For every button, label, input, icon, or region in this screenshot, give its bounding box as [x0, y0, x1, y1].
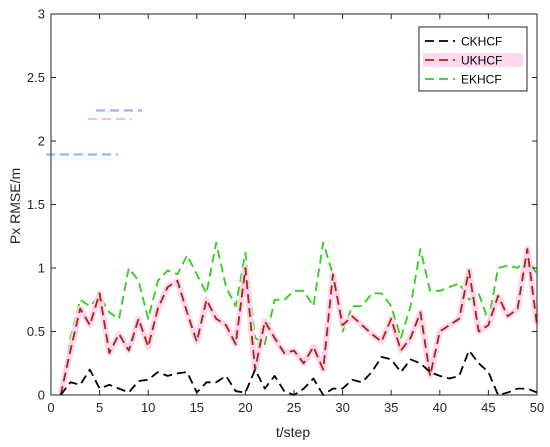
legend: CKHCF UKHCF EKHCF: [418, 26, 528, 92]
series-line-ekhcf: [59, 241, 538, 396]
y-tick-label: 3: [38, 7, 45, 22]
x-tick-label: 5: [96, 400, 103, 415]
x-tick-label: 20: [238, 400, 252, 415]
x-axis-title: t/step: [276, 424, 310, 440]
legend-highlight-ukhcf: [423, 53, 523, 67]
x-tick-label: 0: [47, 400, 54, 415]
y-tick-label: 1: [38, 261, 45, 276]
y-tick-label: 0: [38, 388, 45, 403]
y-tick-label: 2.5: [27, 70, 45, 85]
x-tick-label: 50: [530, 400, 544, 415]
series-layer: [57, 241, 540, 396]
axes-layer: 0 5 10 15 20 25 30 35 40 45 50 0 0.5 1 1.5 2 2.5 3: [27, 7, 544, 416]
y-tick-label: 1.5: [27, 197, 45, 212]
legend-label-ekhcf: EKHCF: [461, 73, 502, 87]
x-tick-label: 35: [384, 400, 398, 415]
legend-label-ckhcf: CKHCF: [461, 35, 502, 49]
x-tick-label: 45: [481, 400, 495, 415]
series-line-ckhcf: [59, 349, 538, 396]
artifact-dashes: [46, 109, 142, 156]
y-axis-title: Px RMSE/m: [7, 168, 23, 244]
legend-label-ukhcf: UKHCF: [461, 54, 502, 68]
x-tick-label: 30: [335, 400, 349, 415]
x-tick-label: 15: [190, 400, 204, 415]
series-line-ukhcf: [59, 248, 538, 396]
x-tick-label: 25: [287, 400, 301, 415]
y-tick-label: 0.5: [27, 324, 45, 339]
x-tick-label: 40: [433, 400, 447, 415]
y-tick-label: 2: [38, 134, 45, 149]
x-tick-label: 10: [141, 400, 155, 415]
